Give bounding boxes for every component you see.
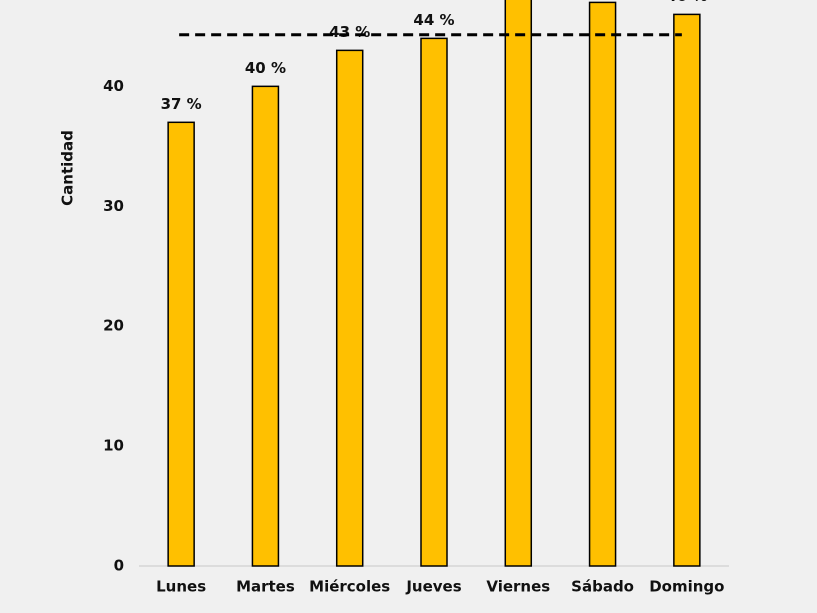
y-tick-label: 10 (103, 437, 124, 455)
y-axis-label: Cantidad (59, 130, 77, 206)
bar (504, 0, 533, 567)
x-tick-label: Viernes (486, 578, 550, 596)
bar (420, 37, 448, 567)
x-tick-label: Martes (236, 578, 295, 596)
y-tick-label: 20 (103, 317, 124, 335)
x-tick-label: Lunes (156, 578, 206, 596)
x-tick-label: Miércoles (309, 578, 390, 596)
value-label: 46 % (666, 0, 707, 5)
bar (167, 121, 195, 567)
bar (251, 85, 280, 567)
value-label: 40 % (245, 59, 286, 77)
y-tick-label: 0 (114, 557, 124, 575)
x-tick-label: Domingo (649, 578, 724, 596)
bar (335, 49, 364, 567)
y-tick-label: 30 (103, 197, 124, 215)
bar (588, 1, 617, 567)
value-label: 43 % (329, 23, 370, 41)
value-label: 37 % (161, 95, 202, 113)
x-tick-label: Jueves (405, 578, 461, 596)
bar (673, 13, 701, 567)
y-tick-label: 40 (103, 77, 124, 95)
value-label: 44 % (413, 11, 454, 29)
x-tick-label: Sábado (571, 578, 634, 596)
